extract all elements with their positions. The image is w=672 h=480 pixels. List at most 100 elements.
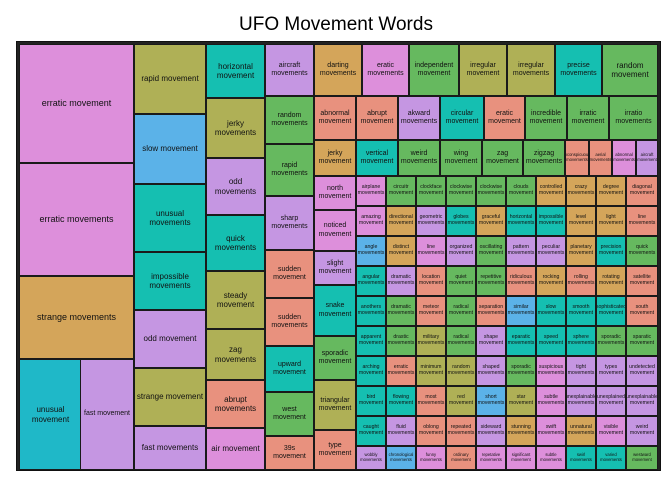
treemap-tile: wobbly movements [356,446,386,470]
treemap-tile: crazy movements [566,176,596,206]
treemap-tile: odd movements [206,158,265,215]
treemap-tile: amazing movement [356,206,386,236]
treemap-tile: oscillating movement [476,236,506,266]
treemap-tile: funny movements [416,446,446,470]
treemap-tile: precise movements [555,44,602,96]
treemap-tile: fast movement [80,359,134,470]
treemap-tile: red movement [446,386,476,416]
treemap-tile: wing movement [440,140,482,176]
treemap-tile: irregular movements [507,44,555,96]
treemap-tile: irregular movement [459,44,507,96]
treemap-tile: drastic movements [386,326,416,356]
treemap-tile: zigzag movements [523,140,565,176]
treemap-tile: smooth movement [566,296,596,326]
treemap-tile: unnatural movements [566,416,596,446]
treemap-tile: dramatic movements [386,296,416,326]
treemap-tile: speed movement [536,326,566,356]
treemap-tile: pattern movements [506,236,536,266]
treemap-tile: rapid movements [265,144,314,196]
treemap-tile: swirl movements [566,446,596,470]
treemap-tile: abrupt movement [356,96,398,140]
treemap-tile: types movement [596,356,626,386]
treemap-tile: incredible movement [525,96,567,140]
treemap-tile: weird movement [626,416,658,446]
treemap-tile: independent movement [409,44,459,96]
treemap-tile: angle movements [356,236,386,266]
treemap-tile: directional movement [386,206,416,236]
treemap-tile: abnormal movements [612,140,636,176]
treemap-tile: quick movements [626,236,658,266]
treemap-tile: eratic movements [362,44,409,96]
treemap-tile: arching movement [356,356,386,386]
treemap-tile: subtle movements [536,446,566,470]
treemap-tile: repetative movements [476,446,506,470]
treemap-tile: angular movements [356,266,386,296]
treemap-tile: jerky movement [314,140,356,176]
treemap-tile: unexplainable movement [626,386,658,416]
treemap-tile: zag movement [482,140,523,176]
treemap-tile: vertical movement [356,140,398,176]
treemap-tile: north movement [314,176,356,210]
treemap-tile: eratic movement [484,96,525,140]
treemap-tile: air movement [206,428,265,470]
treemap-tile: quiet movement [446,266,476,296]
treemap-tile: clockwise movements [476,176,506,206]
treemap-tile: sparatic movement [626,326,658,356]
treemap-tile: strange movement [134,368,206,426]
treemap-tile: westward movement [626,446,658,470]
treemap-tile: short movements [476,386,506,416]
treemap-tile: rocking movement [536,266,566,296]
treemap-tile: strange movements [19,276,134,359]
treemap-tile: horizontal movement [206,44,265,98]
treemap-tile: chronological movements [386,446,416,470]
treemap-tile: tight movements [566,356,596,386]
treemap-tile: impossible movement [536,206,566,236]
treemap-tile: sophisticated movement [596,296,626,326]
treemap-tile: clockface movement [416,176,446,206]
treemap-tile: ordinary movement [446,446,476,470]
treemap-tile: aircraft movement [636,140,658,176]
treemap-tile: noticed movement [314,210,356,251]
treemap-tile: rapid movement [134,44,206,114]
treemap-tile: subtle movements [536,386,566,416]
treemap-tile: eparatic movements [506,326,536,356]
treemap-tile: organized movement [446,236,476,266]
treemap-tile: erratic movement [19,44,134,163]
treemap-tile: random movements [446,356,476,386]
treemap-tile: sideward movements [476,416,506,446]
treemap-tile: unexplained movement [596,386,626,416]
treemap-tile: shape movement [476,326,506,356]
treemap-tile: suspicious movements [536,356,566,386]
treemap-tile: rotating movement [596,266,626,296]
treemap-tile: diagonal movement [626,176,658,206]
treemap-tile: slow movements [536,296,566,326]
treemap-tile: inconspicuous movements [565,140,589,176]
treemap-tile: line movements [626,206,658,236]
treemap-tile: erratic movements [19,163,134,276]
treemap-tile: radical movements [446,326,476,356]
treemap-tile: 39s movement [265,436,314,470]
treemap-tile: west movement [265,392,314,436]
treemap-tile: swift movements [536,416,566,446]
treemap-tile: repeated movements [446,416,476,446]
treemap-tile: planetary movement [566,236,596,266]
treemap-tile: darting movements [314,44,362,96]
treemap: erratic movement erratic movements strange… [16,41,661,471]
treemap-tile: stunning movements [506,416,536,446]
treemap-tile: south movement [626,296,658,326]
chart-title: UFO Movement Words [239,14,433,35]
treemap-tile: triangular movement [314,380,356,430]
treemap-tile: ridiculous movements [506,266,536,296]
treemap-tile: snake movement [314,285,356,336]
treemap-tile: upward movement [265,346,314,392]
treemap-tile: oblong movement [416,416,446,446]
treemap-tile: sharp movements [265,196,314,250]
treemap-tile: weird movements [398,140,440,176]
treemap-tile: clockwise movement [446,176,476,206]
treemap-tile: precision movement [596,236,626,266]
treemap-tile: erratic movements [386,356,416,386]
treemap-tile: shaped movements [476,356,506,386]
treemap-tile: quick movements [206,215,265,271]
treemap-tile: unusual movement [19,359,82,470]
treemap-tile: sudden movements [265,298,314,346]
